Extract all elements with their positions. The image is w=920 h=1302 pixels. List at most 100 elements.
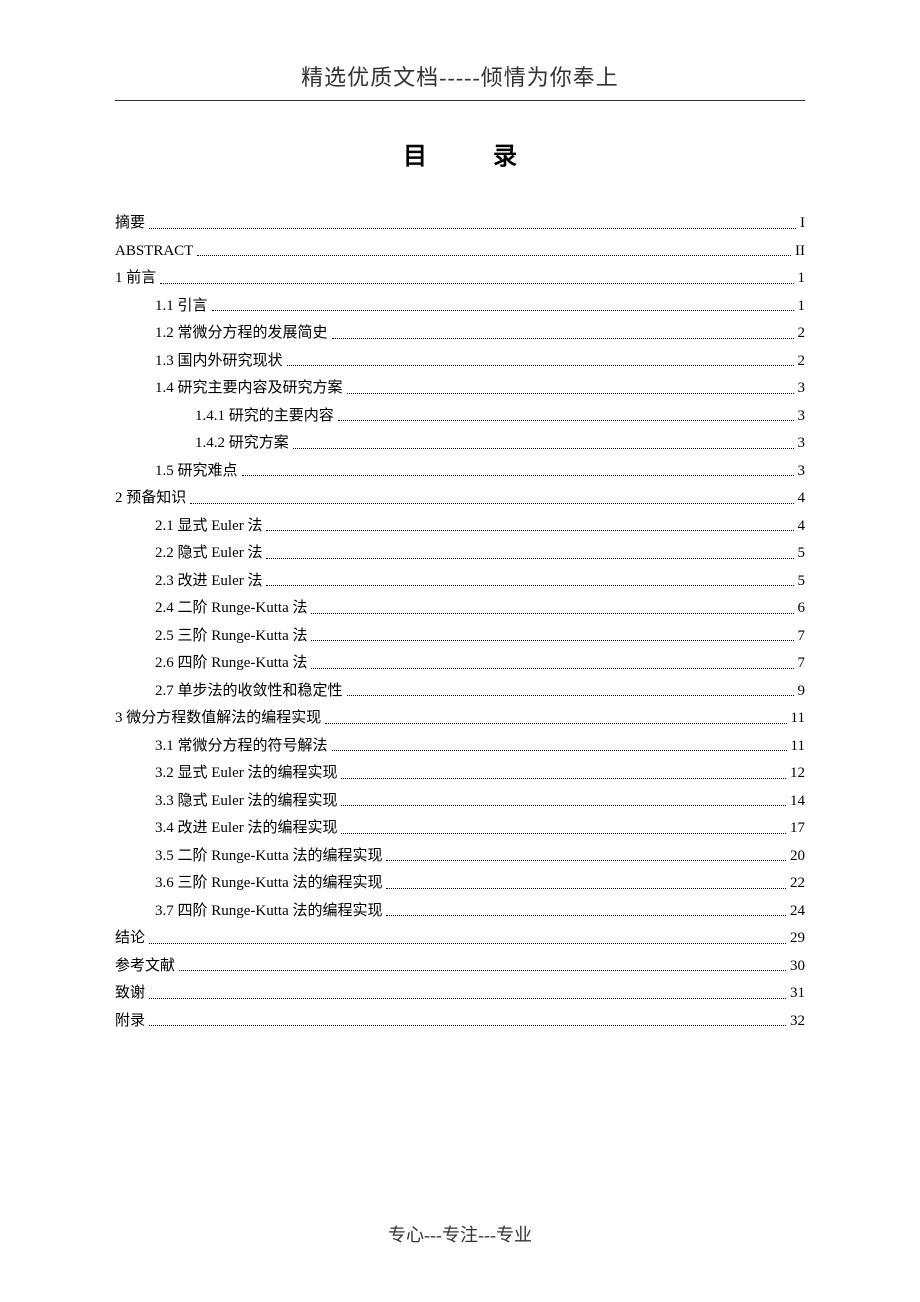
toc-entry: 1.4.1 研究的主要内容 3 — [115, 404, 805, 430]
toc-entry-page: 4 — [798, 514, 806, 540]
toc-entry-page: 7 — [798, 624, 806, 650]
toc-entry-label: 1.4 研究主要内容及研究方案 — [155, 376, 343, 402]
toc-leader-dots — [332, 338, 794, 339]
toc-entry: 结论29 — [115, 926, 805, 952]
toc-entry-label: 2.3 改进 Euler 法 — [155, 569, 262, 595]
toc-entry-page: 5 — [798, 569, 806, 595]
toc-leader-dots — [179, 970, 786, 971]
toc-entry-page: 12 — [790, 761, 805, 787]
toc-entry: ABSTRACTII — [115, 239, 805, 265]
toc-leader-dots — [266, 530, 793, 531]
toc-entry: 3.7 四阶 Runge-Kutta 法的编程实现24 — [115, 899, 805, 925]
toc-entry: 参考文献 30 — [115, 954, 805, 980]
toc-entry-page: 3 — [798, 404, 806, 430]
toc-entry: 附录 32 — [115, 1009, 805, 1035]
toc-entry-page: 11 — [791, 706, 805, 732]
toc-leader-dots — [293, 448, 794, 449]
toc-entry-label: 2.2 隐式 Euler 法 — [155, 541, 262, 567]
toc-entry: 致谢 31 — [115, 981, 805, 1007]
toc-entry-page: 1 — [798, 294, 806, 320]
toc-entry-page: 11 — [791, 734, 805, 760]
toc-entry-label: 2.5 三阶 Runge-Kutta 法 — [155, 624, 307, 650]
toc-entry-label: 3.4 改进 Euler 法的编程实现 — [155, 816, 337, 842]
toc-entry-page: I — [800, 211, 805, 237]
toc-entry-page: 29 — [790, 926, 805, 952]
toc-entry-label: 1.4.1 研究的主要内容 — [195, 404, 334, 430]
toc-entry-label: 1 前言 — [115, 266, 156, 292]
toc-entry-label: 1.2 常微分方程的发展简史 — [155, 321, 328, 347]
toc-entry: 摘要I — [115, 211, 805, 237]
toc-entry: 2.2 隐式 Euler 法 5 — [115, 541, 805, 567]
toc-entry-label: 1.3 国内外研究现状 — [155, 349, 283, 375]
toc-entry: 2.1 显式 Euler 法 4 — [115, 514, 805, 540]
toc-leader-dots — [347, 695, 794, 696]
toc-entry-label: 2.1 显式 Euler 法 — [155, 514, 262, 540]
page-footer: 专心---专注---专业 — [0, 1221, 920, 1247]
toc-entry-page: 4 — [798, 486, 806, 512]
toc-entry-page: 7 — [798, 651, 806, 677]
toc-entry: 3.1 常微分方程的符号解法 11 — [115, 734, 805, 760]
toc-entry: 2.3 改进 Euler 法 5 — [115, 569, 805, 595]
toc-leader-dots — [266, 558, 793, 559]
toc-entry-page: 20 — [790, 844, 805, 870]
toc-entry-page: 14 — [790, 789, 805, 815]
toc-entry-label: 3.1 常微分方程的符号解法 — [155, 734, 328, 760]
toc-entry-page: 30 — [790, 954, 805, 980]
toc-leader-dots — [197, 255, 791, 256]
toc-entry-page: 32 — [790, 1009, 805, 1035]
document-page: 精选优质文档-----倾情为你奉上 目 录 摘要IABSTRACTII1 前言1… — [0, 0, 920, 1086]
toc-leader-dots — [311, 668, 793, 669]
toc-entry: 2.5 三阶 Runge-Kutta 法 7 — [115, 624, 805, 650]
toc-entry-label: 2.6 四阶 Runge-Kutta 法 — [155, 651, 307, 677]
toc-leader-dots — [311, 613, 793, 614]
toc-leader-dots — [149, 1025, 786, 1026]
toc-entry-page: 9 — [798, 679, 806, 705]
toc-entry-page: 31 — [790, 981, 805, 1007]
toc-entry: 1.3 国内外研究现状 2 — [115, 349, 805, 375]
toc-leader-dots — [311, 640, 793, 641]
toc-entry: 1.5 研究难点 3 — [115, 459, 805, 485]
toc-entry: 3.6 三阶 Runge-Kutta 法的编程实现22 — [115, 871, 805, 897]
toc-entry-label: 1.5 研究难点 — [155, 459, 238, 485]
toc-entry-page: II — [795, 239, 805, 265]
toc-entry-label: 致谢 — [115, 981, 145, 1007]
toc-entry-label: 参考文献 — [115, 954, 175, 980]
toc-leader-dots — [149, 943, 786, 944]
toc-leader-dots — [190, 503, 793, 504]
toc-entry-label: 2.7 单步法的收敛性和稳定性 — [155, 679, 343, 705]
toc-leader-dots — [242, 475, 794, 476]
toc-leader-dots — [149, 228, 796, 229]
toc-entry-label: 2.4 二阶 Runge-Kutta 法 — [155, 596, 307, 622]
toc-entry: 1.2 常微分方程的发展简史2 — [115, 321, 805, 347]
toc-entry: 2.4 二阶 Runge-Kutta 法 6 — [115, 596, 805, 622]
toc-entry-page: 6 — [798, 596, 806, 622]
toc-entry-page: 1 — [798, 266, 806, 292]
toc-leader-dots — [347, 393, 794, 394]
toc-entry-label: 3.2 显式 Euler 法的编程实现 — [155, 761, 337, 787]
toc-leader-dots — [386, 888, 786, 889]
toc-leader-dots — [386, 915, 786, 916]
toc-entry-label: 附录 — [115, 1009, 145, 1035]
toc-entry-label: 3.6 三阶 Runge-Kutta 法的编程实现 — [155, 871, 382, 897]
toc-entry-page: 3 — [798, 459, 806, 485]
toc-entry-page: 2 — [798, 349, 806, 375]
toc-entry: 3.5 二阶 Runge-Kutta 法的编程实现20 — [115, 844, 805, 870]
toc-entry-page: 17 — [790, 816, 805, 842]
toc-leader-dots — [341, 833, 786, 834]
toc-entry-label: 2 预备知识 — [115, 486, 186, 512]
toc-entry-page: 3 — [798, 431, 806, 457]
toc-entry-page: 24 — [790, 899, 805, 925]
toc-leader-dots — [212, 310, 794, 311]
toc-leader-dots — [266, 585, 793, 586]
toc-entry-page: 5 — [798, 541, 806, 567]
toc-entry: 1.1 引言1 — [115, 294, 805, 320]
toc-leader-dots — [287, 365, 794, 366]
toc-leader-dots — [386, 860, 786, 861]
toc-entry: 1.4.2 研究方案3 — [115, 431, 805, 457]
table-of-contents: 摘要IABSTRACTII1 前言11.1 引言11.2 常微分方程的发展简史2… — [115, 211, 805, 1034]
page-header: 精选优质文档-----倾情为你奉上 — [115, 60, 805, 100]
toc-leader-dots — [338, 420, 794, 421]
toc-entry: 1.4 研究主要内容及研究方案3 — [115, 376, 805, 402]
toc-entry-label: 3.3 隐式 Euler 法的编程实现 — [155, 789, 337, 815]
header-divider — [115, 100, 805, 101]
